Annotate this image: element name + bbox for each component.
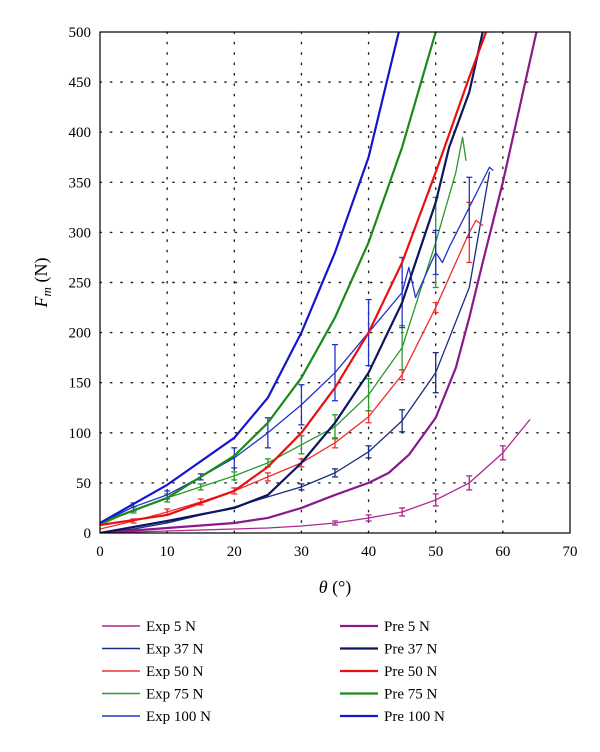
series-pre-75-n <box>100 32 437 525</box>
series-line <box>100 166 494 524</box>
series-exp-100-n <box>100 166 494 524</box>
error-bar <box>399 409 406 433</box>
y-tick-label: 450 <box>69 75 92 91</box>
tick-labels: 0 10 20 30 40 50 60 70 0 50 100 150 200 250 300 350 400 4… <box>69 25 578 560</box>
legend-label: Pre 50 N <box>384 664 437 680</box>
x-tick-label: 50 <box>428 544 443 560</box>
y-tick-label: 250 <box>69 276 92 292</box>
legend-item: Pre 5 N <box>340 619 430 635</box>
series-line <box>100 32 400 525</box>
series-line <box>100 171 491 533</box>
series-layer <box>100 32 538 533</box>
error-bar <box>365 514 372 522</box>
x-axis-label: θ (°) <box>319 577 352 598</box>
y-tick-label: 200 <box>69 326 92 342</box>
error-bar <box>264 472 271 482</box>
error-bar <box>231 447 238 469</box>
legend-label: Pre 37 N <box>384 642 437 658</box>
legend-label: Exp 100 N <box>146 709 211 725</box>
error-bar <box>298 483 305 491</box>
x-tick-label: 0 <box>96 544 104 560</box>
y-tick-label: 400 <box>69 125 92 141</box>
series-line <box>100 32 488 527</box>
y-tick-label: 300 <box>69 225 92 241</box>
x-tick-label: 60 <box>495 544 510 560</box>
error-bar <box>399 324 406 371</box>
error-bar <box>466 176 473 239</box>
legend-item: Exp 100 N <box>102 709 211 725</box>
series-line <box>100 219 484 530</box>
legend: Exp 5 N Exp 37 N Exp 50 N Exp 75 N Exp 100 N… <box>102 619 445 725</box>
error-bar <box>466 475 473 491</box>
series-line <box>100 32 437 525</box>
error-bar <box>298 435 305 455</box>
series-pre-100-n <box>100 32 400 525</box>
x-tick-label: 20 <box>227 544 242 560</box>
legend-label: Pre 75 N <box>384 687 437 703</box>
error-bar <box>432 493 439 507</box>
error-bar <box>332 468 338 478</box>
y-tick-label: 150 <box>69 376 92 392</box>
series-pre-5-n <box>100 32 538 533</box>
legend-item: Exp 37 N <box>102 642 204 658</box>
legend-item: Exp 75 N <box>102 687 204 703</box>
error-bar <box>432 351 439 394</box>
error-bar <box>332 520 338 526</box>
axes <box>99 31 571 534</box>
legend-label: Exp 75 N <box>146 687 204 703</box>
error-bar <box>298 384 305 426</box>
x-tick-label: 10 <box>160 544 175 560</box>
legend-label: Pre 5 N <box>384 619 430 635</box>
error-bar <box>499 445 506 461</box>
error-bar <box>365 445 372 459</box>
series-exp-50-n <box>100 201 484 530</box>
y-tick-label: 50 <box>76 476 91 492</box>
legend-label: Pre 100 N <box>384 709 445 725</box>
legend-label: Exp 50 N <box>146 664 204 680</box>
legend-item: Pre 50 N <box>340 664 437 680</box>
series-exp-37-n <box>100 171 491 533</box>
y-tick-label: 350 <box>69 175 92 191</box>
y-tick-label: 0 <box>84 526 92 542</box>
x-tick-label: 30 <box>294 544 309 560</box>
legend-label: Exp 37 N <box>146 642 204 658</box>
series-line <box>100 32 538 533</box>
y-tick-label: 500 <box>69 25 92 41</box>
series-pre-50-n <box>100 32 488 527</box>
error-bar <box>332 343 338 402</box>
series-line <box>100 136 467 526</box>
legend-item: Pre 37 N <box>340 642 437 658</box>
series-line <box>100 32 484 533</box>
y-tick-label: 100 <box>69 426 92 442</box>
error-bar <box>197 483 204 491</box>
error-bar <box>365 378 372 412</box>
series-exp-75-n <box>100 136 467 526</box>
plot-frame <box>99 31 571 534</box>
legend-label: Exp 5 N <box>146 619 196 635</box>
error-bar <box>399 507 406 517</box>
error-bar <box>432 301 439 314</box>
legend-item: Pre 100 N <box>340 709 445 725</box>
x-tick-label: 70 <box>563 544 578 560</box>
legend-item: Pre 75 N <box>340 687 437 703</box>
error-bar <box>432 229 439 276</box>
series-exp-5-n <box>100 419 531 533</box>
legend-item: Exp 5 N <box>102 619 196 635</box>
y-axis-label: Fm (N) <box>31 258 54 309</box>
error-bar <box>231 471 238 481</box>
x-tick-label: 40 <box>361 544 376 560</box>
series-pre-37-n <box>100 32 484 533</box>
legend-item: Exp 50 N <box>102 664 204 680</box>
series-line <box>100 419 531 533</box>
error-bar <box>365 410 372 424</box>
grid <box>99 31 571 534</box>
error-bar <box>332 414 338 440</box>
